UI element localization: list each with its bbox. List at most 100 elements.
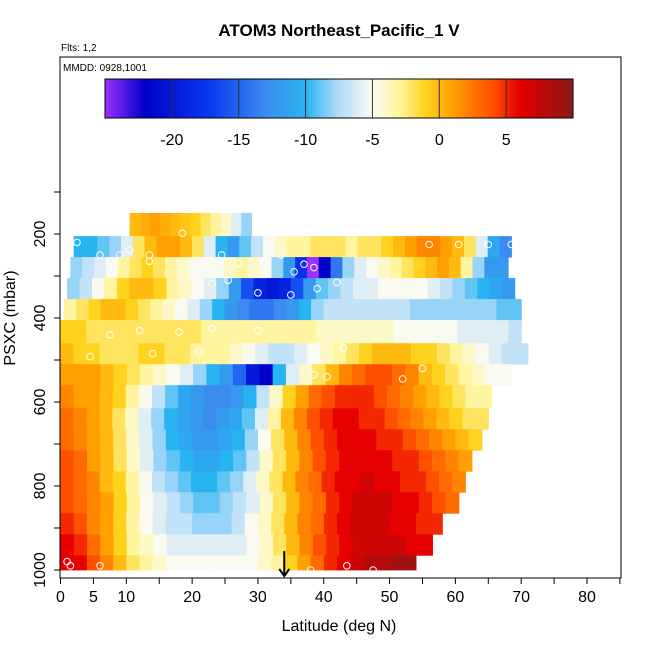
observation-marker bbox=[260, 257, 269, 266]
observation-marker bbox=[96, 251, 104, 259]
heatmap-cell bbox=[219, 492, 234, 514]
heatmap-cell bbox=[139, 429, 154, 451]
heatmap-cell bbox=[397, 408, 412, 430]
heatmap-cell bbox=[224, 299, 238, 321]
heatmap-cell bbox=[328, 278, 342, 300]
heatmap-cell bbox=[332, 408, 347, 430]
x-tick-label: 40 bbox=[315, 589, 333, 606]
heatmap-cell bbox=[193, 534, 208, 556]
heatmap-cell bbox=[508, 299, 522, 321]
date-label: MMDD: 0928,1001 bbox=[63, 63, 147, 74]
observation-marker bbox=[277, 251, 285, 259]
heatmap-cell bbox=[166, 278, 180, 300]
heatmap-cell bbox=[475, 236, 489, 258]
heatmap-cell bbox=[230, 471, 244, 493]
heatmap-cell bbox=[203, 236, 217, 258]
y-tick-label: 400 bbox=[32, 305, 49, 332]
heatmap-cell bbox=[379, 492, 393, 514]
heatmap-cell bbox=[241, 408, 256, 430]
heatmap-cell bbox=[413, 385, 427, 409]
heatmap-cell bbox=[166, 492, 181, 514]
heatmap-cell bbox=[315, 278, 329, 300]
heatmap-cell bbox=[484, 364, 499, 386]
heatmap-cell bbox=[429, 513, 443, 535]
heatmap-cell bbox=[334, 385, 349, 409]
heatmap-cell bbox=[439, 385, 453, 409]
heatmap-cell bbox=[280, 408, 295, 430]
heatmap-cell bbox=[151, 343, 165, 365]
heatmap-cell bbox=[389, 555, 404, 571]
heatmap-cell bbox=[303, 278, 317, 300]
heatmap-cell bbox=[402, 429, 417, 451]
heatmap-cell bbox=[126, 534, 141, 556]
heatmap-cell bbox=[339, 450, 354, 472]
heatmap-cell bbox=[415, 429, 430, 451]
observation-marker bbox=[310, 370, 318, 379]
heatmap-cell bbox=[241, 213, 252, 237]
observation-marker bbox=[125, 246, 134, 254]
heatmap-cell bbox=[187, 299, 201, 321]
heatmap-cell bbox=[326, 534, 340, 556]
observation-marker bbox=[418, 364, 427, 373]
heatmap-cell bbox=[79, 278, 93, 300]
heatmap-cell bbox=[175, 299, 189, 321]
heatmap-cell bbox=[399, 471, 414, 493]
heatmap-cell bbox=[151, 471, 166, 493]
heatmap-cell bbox=[112, 343, 126, 365]
heatmap-cell bbox=[272, 534, 287, 556]
heatmap-cell bbox=[179, 492, 194, 514]
heatmap-cell bbox=[306, 408, 321, 430]
heatmap-cell bbox=[219, 450, 234, 472]
heatmap-cell bbox=[295, 471, 310, 493]
heatmap-cell bbox=[191, 236, 205, 258]
heatmap-cell bbox=[459, 299, 473, 321]
x-tick-label: 80 bbox=[578, 589, 596, 606]
heatmap-cell bbox=[138, 343, 152, 365]
heatmap-cell bbox=[140, 492, 154, 514]
heatmap-cell bbox=[470, 320, 484, 344]
heatmap-cell bbox=[239, 320, 254, 344]
heatmap-cell bbox=[514, 343, 529, 365]
heatmap-cell bbox=[389, 513, 404, 535]
heatmap-cell bbox=[129, 257, 142, 279]
colorbar-gradient bbox=[105, 79, 573, 118]
heatmap-cell bbox=[336, 429, 351, 451]
heatmap-cell bbox=[475, 343, 490, 365]
heatmap-cell bbox=[413, 471, 427, 493]
observation-marker bbox=[300, 260, 308, 269]
heatmap-cell bbox=[428, 236, 441, 258]
heatmap-cell bbox=[405, 450, 420, 472]
heatmap-cell bbox=[358, 408, 373, 430]
heatmap-cell bbox=[100, 534, 115, 556]
heatmap-cell bbox=[393, 320, 407, 344]
observation-marker bbox=[398, 375, 407, 383]
heatmap-cell bbox=[200, 213, 212, 237]
heatmap-cell bbox=[312, 534, 327, 556]
heatmap-cell bbox=[73, 555, 88, 571]
heatmap-cell bbox=[152, 513, 167, 535]
heatmap-cell bbox=[76, 299, 90, 321]
heatmap-cell bbox=[434, 299, 448, 321]
heatmap-cell bbox=[391, 364, 406, 386]
heatmap-cell bbox=[60, 513, 75, 535]
heatmap-cell bbox=[387, 385, 401, 409]
heatmap-cell bbox=[218, 555, 233, 571]
heatmap-cell bbox=[336, 513, 351, 535]
x-tick-label: 50 bbox=[381, 589, 399, 606]
heatmap-cell bbox=[252, 320, 266, 344]
heatmap-cell bbox=[360, 471, 375, 493]
heatmap-cell bbox=[283, 257, 296, 279]
heatmap-cell bbox=[246, 450, 261, 472]
heatmap-cell bbox=[218, 513, 233, 535]
heatmap-cell bbox=[60, 534, 75, 556]
heatmap-cell bbox=[294, 343, 308, 365]
heatmap-cell bbox=[373, 471, 388, 493]
observation-marker bbox=[313, 284, 322, 293]
observation-marker bbox=[175, 328, 183, 336]
heatmap-cell bbox=[271, 257, 284, 279]
heatmap-cell bbox=[188, 320, 202, 344]
heatmap-cell bbox=[216, 343, 230, 365]
heatmap-cell bbox=[429, 429, 443, 451]
heatmap-cell bbox=[257, 513, 272, 535]
heatmap-cell bbox=[230, 385, 244, 409]
